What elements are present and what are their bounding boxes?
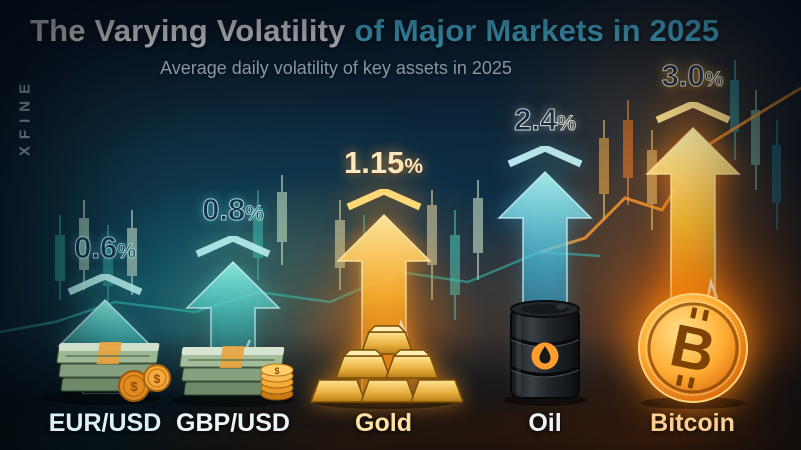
percent-sign: % (557, 112, 577, 136)
asset-column-oil: 2.4% Oil (465, 0, 625, 450)
oil-barrel-icon (503, 300, 587, 406)
asset-label-gold: Gold (355, 409, 412, 437)
value-number: 1.15 (343, 145, 405, 180)
page-title: The Varying Volatility of Major Markets … (30, 13, 801, 49)
banknote-stacks-coin-stack-icon: $ (170, 346, 294, 407)
bitcoin-coin-icon: B (637, 293, 748, 409)
percent-sign: % (704, 68, 724, 92)
volatility-value-eurusd: 0.6% (74, 230, 137, 270)
svg-text:$: $ (130, 379, 138, 394)
asset-label-oil: Oil (528, 409, 562, 437)
asset-label-eurusd: EUR/USD (48, 409, 162, 437)
asset-column-eurusd: 0.6% $ (30, 0, 180, 450)
asset-label-bitcoin: Bitcoin (650, 409, 735, 437)
asset-label-gbpusd: GBP/USD (176, 409, 290, 437)
volatility-value-gold: 1.15% (344, 145, 423, 185)
volatility-value-oil: 2.4% (514, 102, 577, 142)
asset-column-gbpusd: 0.8% $ (158, 0, 308, 450)
asset-column-bitcoin: 3.0% B Bitcoin (610, 0, 775, 450)
percent-sign: % (245, 202, 265, 226)
value-number: 3.0 (661, 58, 705, 94)
title-accent-text: of Major Markets in 2025 (354, 13, 720, 48)
gold-bars-icon (309, 325, 463, 409)
banknote-stacks-coins-icon: $ $ (42, 342, 171, 405)
value-number: 0.8 (202, 192, 246, 228)
subtitle: Average daily volatility of key assets i… (160, 58, 512, 78)
percent-sign: % (117, 240, 137, 264)
value-number: 2.4 (514, 102, 558, 138)
header: The Varying Volatility of Major Markets … (0, 13, 801, 79)
volatility-value-bitcoin: 3.0% (661, 58, 724, 98)
volatility-value-gbpusd: 0.8% (202, 192, 265, 232)
svg-text:$: $ (274, 366, 279, 376)
title-primary-text: The Varying Volatility (30, 13, 355, 48)
svg-text:$: $ (154, 372, 161, 386)
percent-sign: % (404, 155, 424, 178)
asset-column-gold: 1.15% G (306, 0, 463, 450)
value-number: 0.6 (74, 230, 118, 266)
